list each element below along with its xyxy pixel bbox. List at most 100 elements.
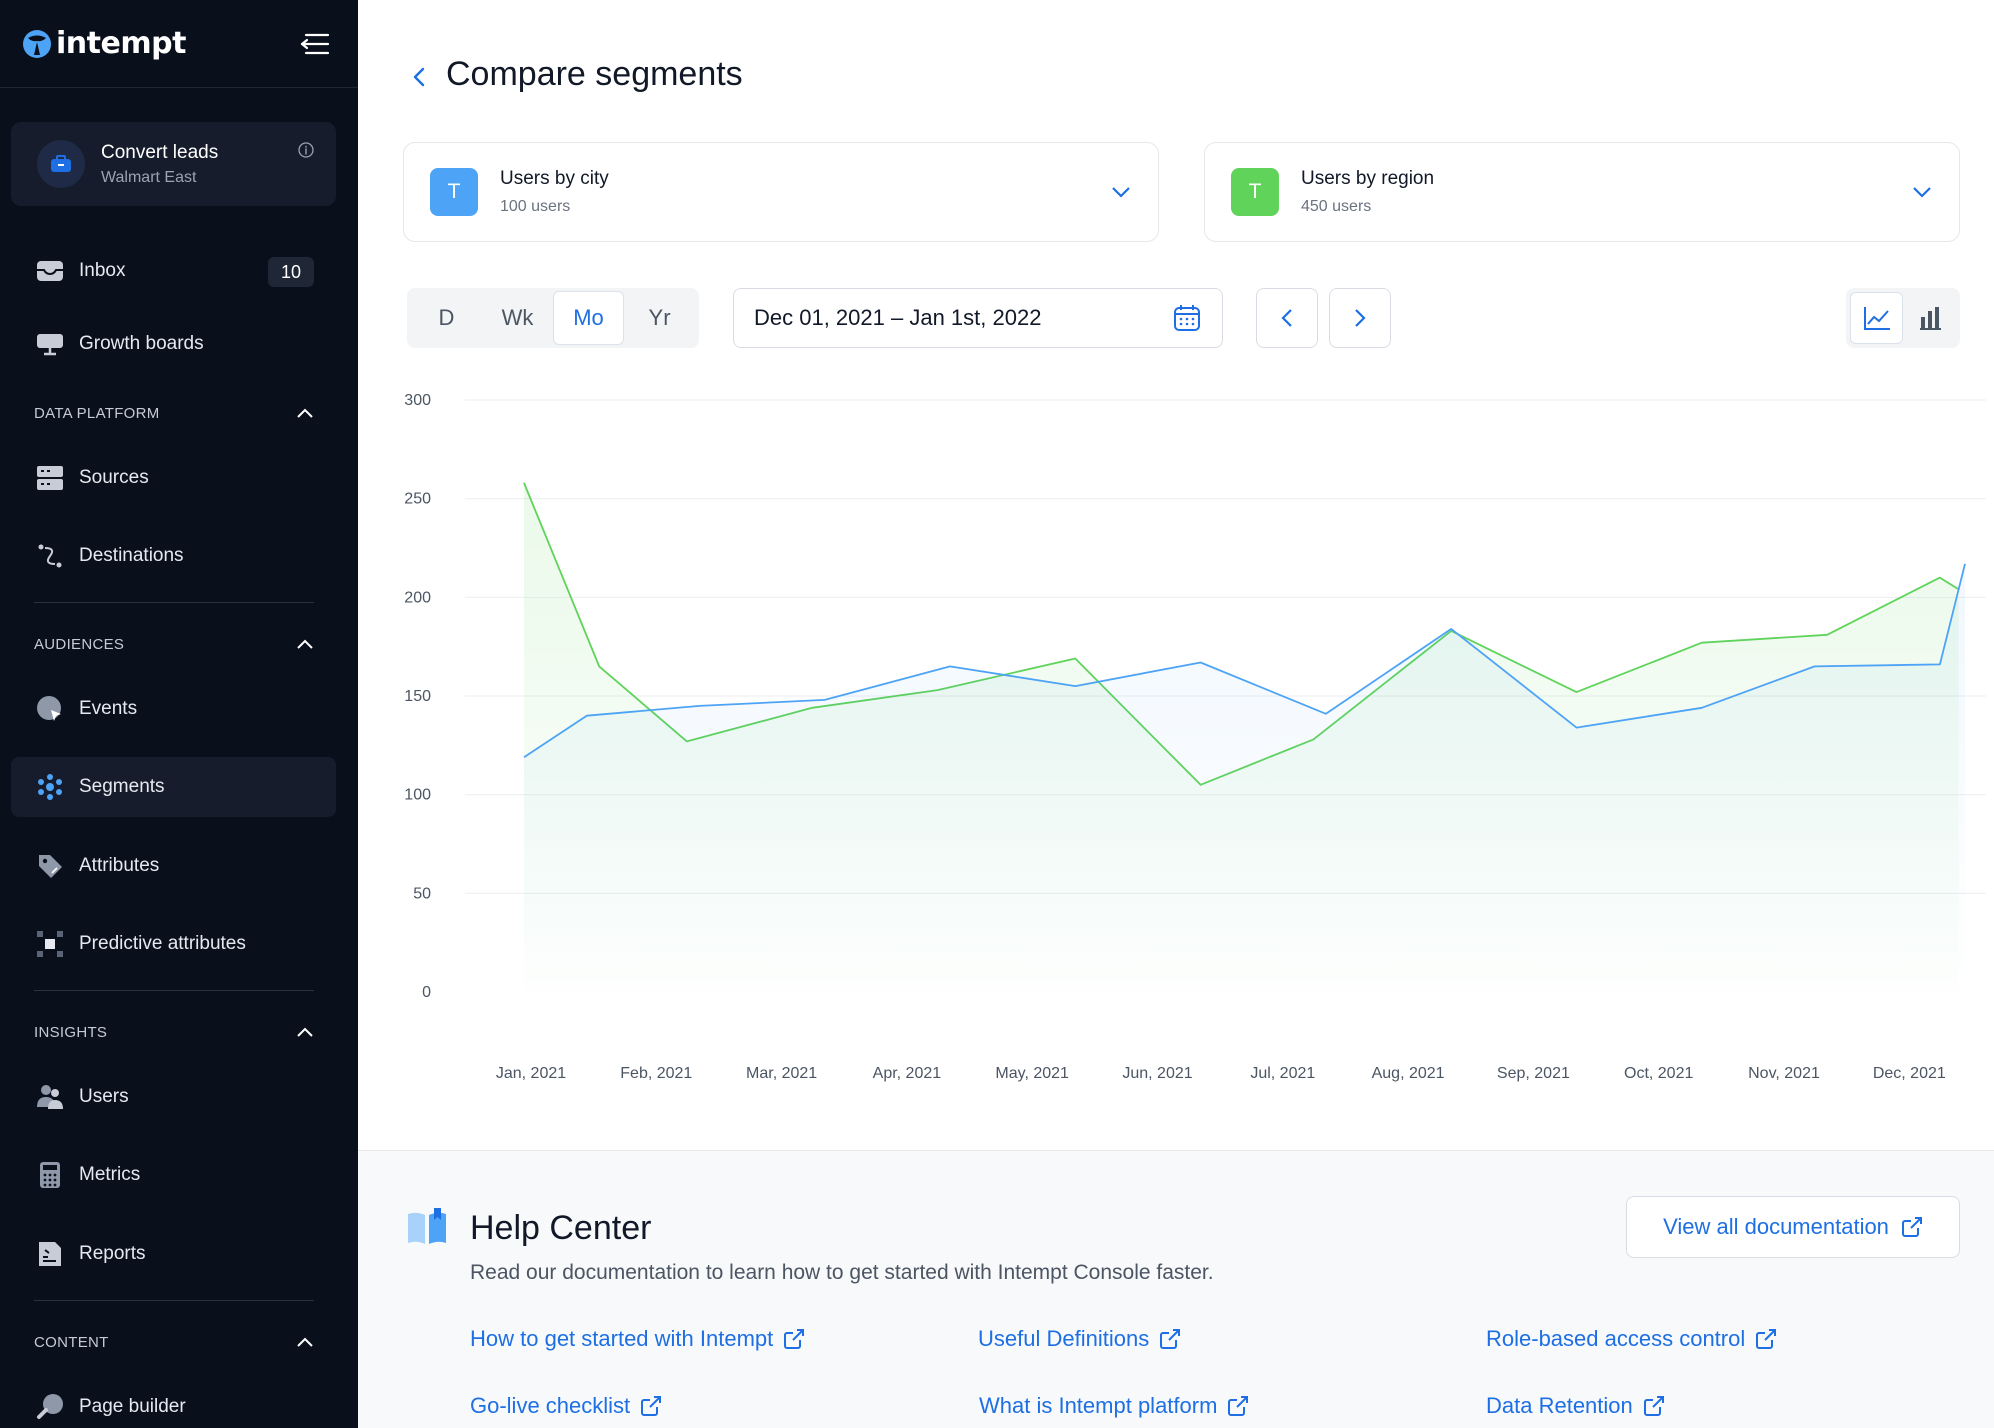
line-chart-button[interactable] xyxy=(1850,292,1904,344)
sidebar-item-growth-boards[interactable]: Growth boards xyxy=(11,314,336,374)
next-period-button[interactable] xyxy=(1329,288,1391,348)
help-link-label: Role-based access control xyxy=(1486,1326,1746,1351)
period-month-button[interactable]: Mo xyxy=(552,291,625,345)
period-week-button[interactable]: Wk xyxy=(501,305,534,330)
view-all-documentation-button[interactable]: View all documentation xyxy=(1626,1196,1960,1258)
workspace-subtitle: Walmart East xyxy=(101,168,197,186)
x-tick-label: Mar, 2021 xyxy=(746,1065,817,1082)
inbox-icon xyxy=(35,256,65,286)
date-range-picker[interactable]: Dec 01, 2021 – Jan 1st, 2022 xyxy=(733,288,1223,348)
users-icon xyxy=(35,1082,65,1112)
series-area xyxy=(524,563,1965,992)
segment-selector-b[interactable]: T Users by region 450 users xyxy=(1204,142,1960,242)
inbox-count-badge: 10 xyxy=(268,257,314,287)
section-content[interactable]: CONTENT xyxy=(34,1327,314,1357)
sidebar-item-destinations[interactable]: Destinations xyxy=(11,526,336,586)
sidebar-item-label: Growth boards xyxy=(79,333,204,354)
x-tick-label: Sep, 2021 xyxy=(1497,1065,1570,1082)
workspace-switcher[interactable]: Convert leads Walmart East xyxy=(11,122,336,206)
sidebar-item-metrics[interactable]: Metrics xyxy=(11,1145,336,1205)
sidebar-item-label: Page builder xyxy=(79,1396,186,1417)
events-icon xyxy=(35,694,65,724)
tag-icon xyxy=(35,851,65,881)
info-icon[interactable] xyxy=(298,142,314,158)
sidebar-item-users[interactable]: Users xyxy=(11,1067,336,1127)
help-center: Help Center Read our documentation to le… xyxy=(358,1150,1994,1428)
logo[interactable]: intempt xyxy=(22,26,186,61)
period-day-button[interactable]: D xyxy=(438,305,455,330)
chevron-up-icon xyxy=(297,639,313,649)
previous-period-button[interactable] xyxy=(1256,288,1318,348)
help-link-label: What is Intempt platform xyxy=(979,1393,1218,1418)
section-data-platform[interactable]: DATA PLATFORM xyxy=(34,398,314,428)
external-link-icon xyxy=(1901,1217,1922,1237)
chevron-up-icon xyxy=(297,408,313,418)
x-tick-label: Apr, 2021 xyxy=(873,1065,942,1082)
sidebar-item-label: Destinations xyxy=(79,545,184,566)
help-center-title: Help Center xyxy=(470,1209,652,1247)
chart-view-toggle xyxy=(1846,288,1960,348)
segment-title: Users by region xyxy=(1301,168,1435,189)
sidebar: intempt Convert leads Walmart East xyxy=(0,0,358,1428)
x-tick-label: Feb, 2021 xyxy=(620,1065,692,1082)
external-link-icon xyxy=(784,1329,805,1349)
x-tick-label: Oct, 2021 xyxy=(1624,1065,1693,1082)
segment-user-count: 450 users xyxy=(1301,198,1372,215)
view-all-documentation-label: View all documentation xyxy=(1663,1214,1889,1239)
segment-user-count: 100 users xyxy=(500,198,571,215)
report-icon xyxy=(35,1239,65,1269)
sidebar-item-sources[interactable]: Sources xyxy=(11,448,336,508)
sidebar-item-predictive-attributes[interactable]: Predictive attributes xyxy=(11,914,336,974)
x-tick-label: Nov, 2021 xyxy=(1748,1065,1820,1082)
help-link-get-started[interactable]: How to get started with Intempt xyxy=(470,1326,805,1352)
sidebar-item-label: Attributes xyxy=(79,855,160,876)
external-link-icon xyxy=(1160,1329,1181,1349)
help-link-label: Go-live checklist xyxy=(470,1393,631,1418)
help-link-label: How to get started with Intempt xyxy=(470,1326,774,1351)
back-chevron-icon[interactable] xyxy=(408,63,432,91)
calendar-icon xyxy=(1174,305,1200,331)
sources-icon xyxy=(35,463,65,493)
intempt-logo-icon xyxy=(23,29,51,58)
sidebar-item-label: Users xyxy=(79,1086,129,1107)
predictive-icon xyxy=(35,929,65,959)
sidebar-item-inbox[interactable]: Inbox 10 xyxy=(11,241,336,301)
period-selector: D Wk Mo Yr xyxy=(407,288,699,348)
chevron-down-icon xyxy=(1913,187,1931,198)
help-link-go-live-checklist[interactable]: Go-live checklist xyxy=(470,1393,662,1419)
sidebar-item-label: Inbox xyxy=(79,260,126,281)
sidebar-item-reports[interactable]: Reports xyxy=(11,1224,336,1284)
collapse-menu-button[interactable] xyxy=(298,29,332,59)
y-tick-label: 50 xyxy=(413,885,431,902)
help-center-description: Read our documentation to learn how to g… xyxy=(470,1261,1214,1284)
sidebar-header: intempt xyxy=(0,0,358,88)
menu-collapse-icon xyxy=(300,33,330,54)
sidebar-divider xyxy=(34,602,314,603)
segment-avatar: T xyxy=(430,168,478,216)
help-link-data-retention[interactable]: Data Retention xyxy=(1486,1393,1665,1419)
brush-icon xyxy=(35,1392,65,1422)
section-label: DATA PLATFORM xyxy=(34,404,160,422)
y-tick-label: 300 xyxy=(404,392,431,409)
chevron-down-icon xyxy=(1112,187,1130,198)
bar-chart-button[interactable] xyxy=(1903,292,1956,344)
date-range-value: Dec 01, 2021 – Jan 1st, 2022 xyxy=(754,305,1042,330)
help-link-useful-definitions[interactable]: Useful Definitions xyxy=(978,1326,1181,1352)
section-insights[interactable]: INSIGHTS xyxy=(34,1017,314,1047)
chevron-up-icon xyxy=(297,1337,313,1347)
external-link-icon xyxy=(1228,1396,1249,1416)
x-tick-label: Jun, 2021 xyxy=(1122,1065,1192,1082)
sidebar-item-segments[interactable]: Segments xyxy=(11,757,336,817)
chevron-right-icon xyxy=(1355,309,1366,327)
section-audiences[interactable]: AUDIENCES xyxy=(34,629,314,659)
help-link-role-based-access[interactable]: Role-based access control xyxy=(1486,1326,1777,1352)
line-chart-icon xyxy=(1863,307,1890,330)
y-tick-label: 250 xyxy=(404,491,431,508)
sidebar-item-label: Reports xyxy=(79,1243,146,1264)
sidebar-item-attributes[interactable]: Attributes xyxy=(11,836,336,896)
help-link-what-is-intempt[interactable]: What is Intempt platform xyxy=(979,1393,1249,1419)
sidebar-item-events[interactable]: Events xyxy=(11,679,336,739)
segment-selector-a[interactable]: T Users by city 100 users xyxy=(403,142,1159,242)
period-year-button[interactable]: Yr xyxy=(648,305,671,330)
sidebar-item-page-builder[interactable]: Page builder xyxy=(11,1377,336,1428)
